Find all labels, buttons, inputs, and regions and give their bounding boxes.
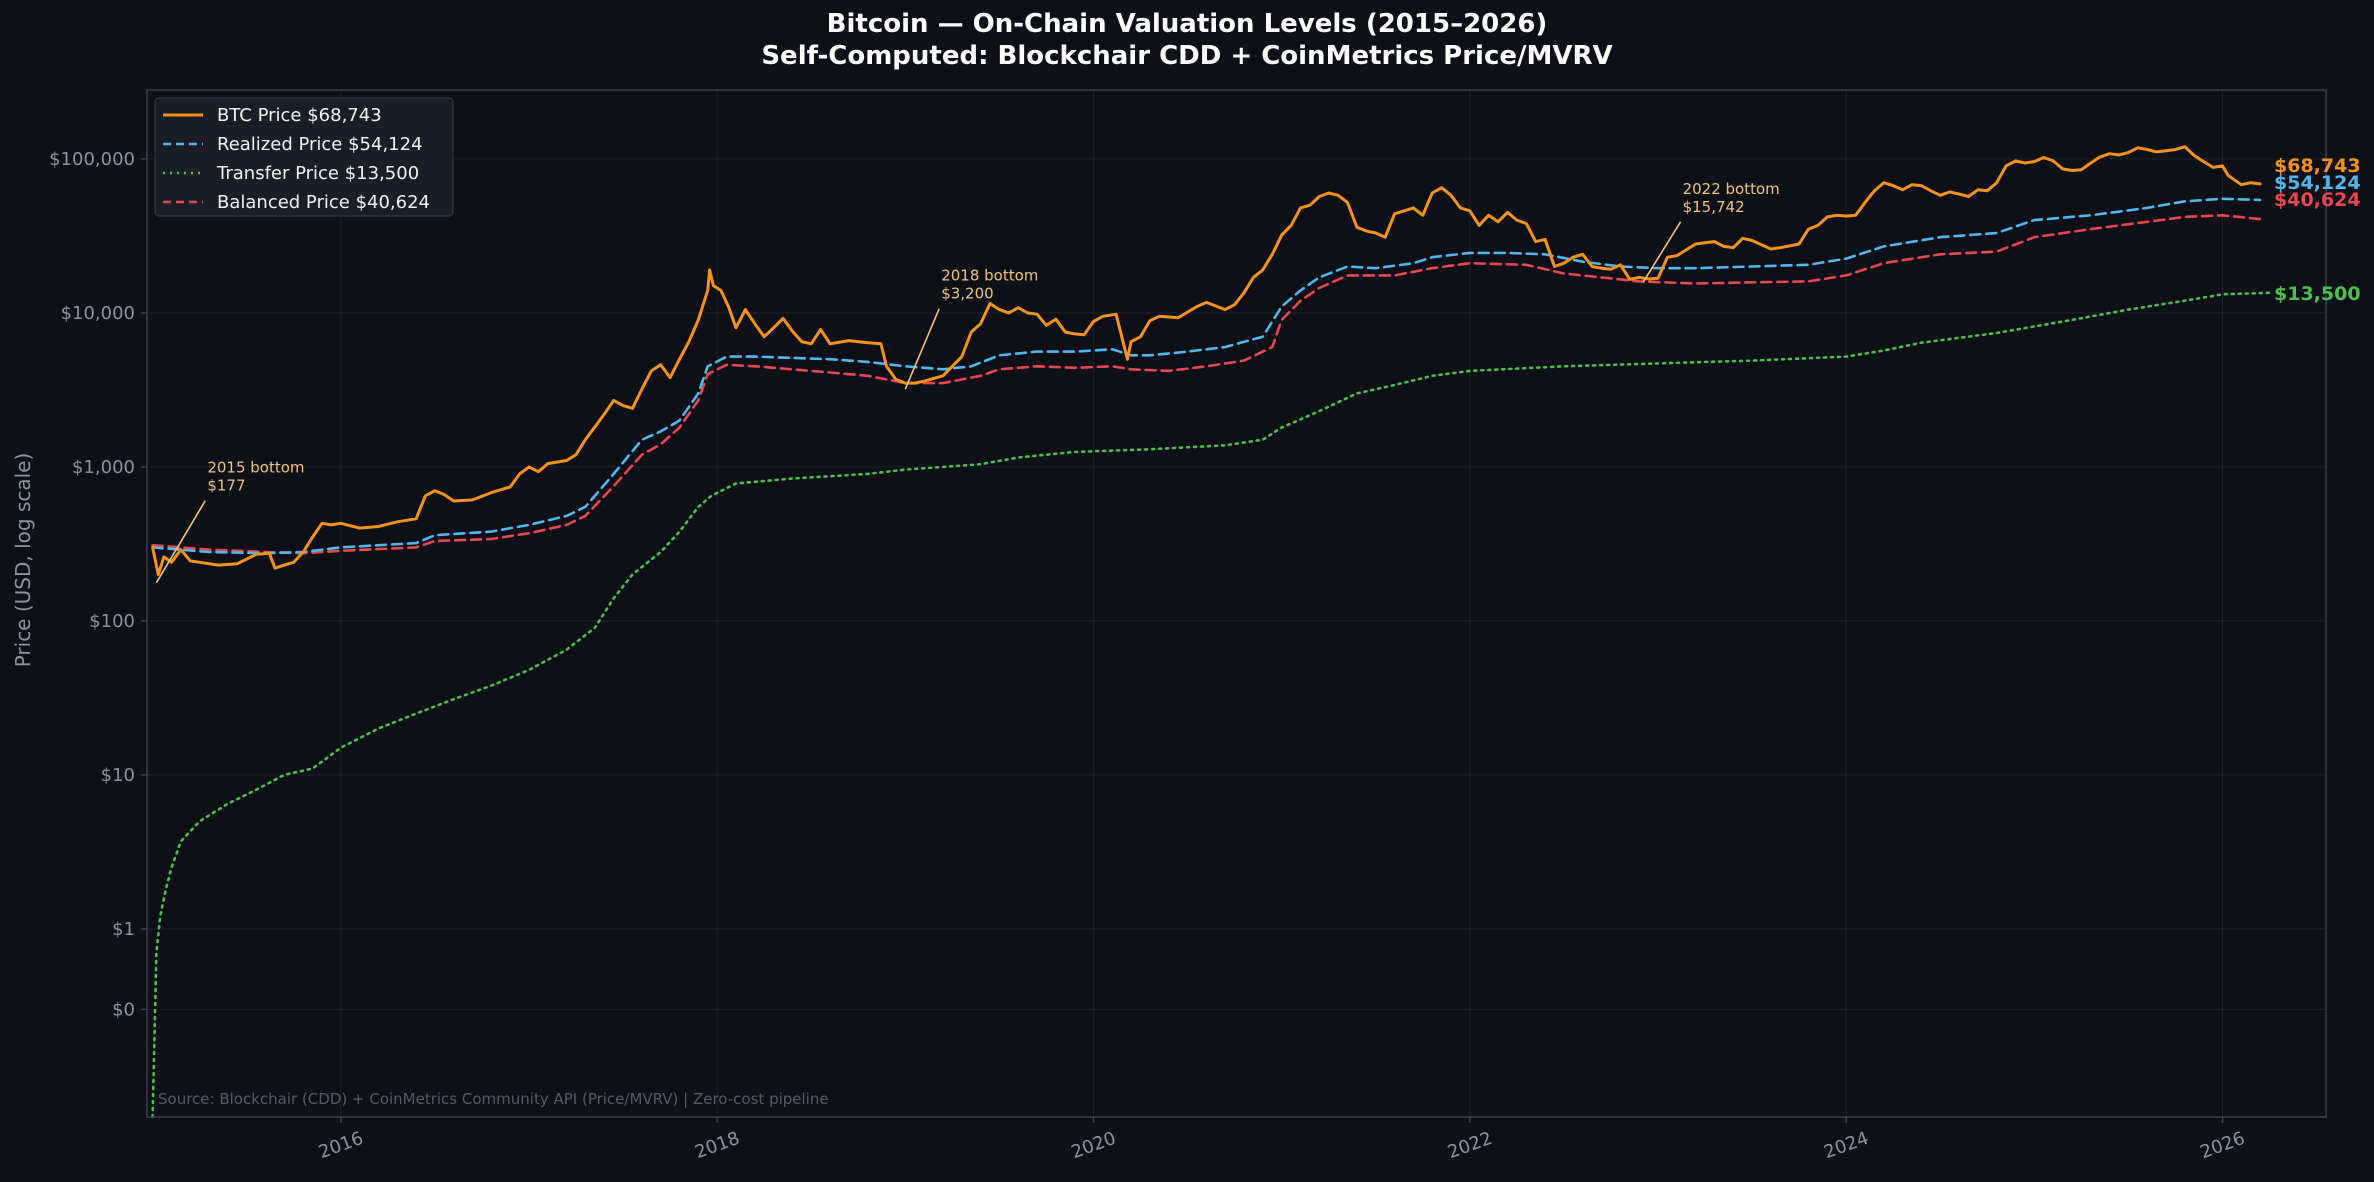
x-tick-label: 2018 (692, 1128, 742, 1163)
chart-title: Bitcoin — On-Chain Valuation Levels (201… (826, 9, 1548, 39)
annotation-arrow (904, 308, 940, 390)
end-label-realized-price: $54,124 (2274, 172, 2361, 194)
annotation-label: 2018 bottom (941, 267, 1038, 285)
chart-subtitle: Self-Computed: Blockchair CDD + CoinMetr… (761, 41, 1613, 71)
series-layer (151, 145, 2271, 1119)
legend: BTC Price $68,743 Realized Price $54,124 T… (154, 97, 454, 217)
series-line-btc-price (151, 145, 2262, 576)
legend-entry-label: Realized Price $54,124 (217, 134, 423, 155)
x-tick-label: 2024 (1821, 1128, 1871, 1163)
y-axis-label: Price (USD, log scale) (11, 453, 35, 668)
legend-entry-label: Balanced Price $40,624 (217, 192, 430, 213)
grid-layer (147, 90, 2326, 1117)
annotation-layer: 2015 bottom$177 2018 bottom$3,200 2022 bot… (155, 180, 1780, 584)
y-tick-label: $1 (112, 919, 135, 940)
y-axis-ticks: $0 $1 $10 $100 $1,000 $10,000 $100,000 (49, 149, 147, 1020)
annotation-label: $3,200 (941, 285, 994, 303)
end-label-transfer-price: $13,500 (2274, 283, 2361, 305)
x-tick-label: 2016 (316, 1128, 366, 1163)
y-tick-label: $10 (101, 765, 135, 786)
x-tick-label: 2020 (1069, 1128, 1119, 1163)
x-tick-label: 2022 (1445, 1128, 1495, 1163)
plot-frame (146, 89, 2327, 1118)
y-tick-label: $1,000 (72, 457, 135, 478)
y-tick-label: $100,000 (49, 149, 135, 170)
end-label-btc-price: $68,743 (2274, 155, 2361, 177)
x-axis-ticks: 2016 2018 2020 2022 2024 2026 (316, 1117, 2248, 1163)
x-tick-label: 2026 (2198, 1128, 2248, 1163)
annotation-arrow (155, 500, 207, 584)
y-tick-label: $10,000 (61, 303, 135, 324)
series-line-realized-price (151, 197, 2262, 555)
legend-box (154, 97, 454, 217)
end-labels: $68,743$54,124 $13,500 $40,624 (2274, 155, 2361, 305)
legend-entry-label: BTC Price $68,743 (217, 105, 382, 126)
series-line-balanced-price (151, 214, 2262, 555)
source-note: Source: Blockchair (CDD) + CoinMetrics C… (158, 1090, 829, 1108)
series-line-transfer-price (151, 291, 2271, 1119)
end-label-balanced-price: $40,624 (2274, 189, 2361, 211)
annotation-label: 2022 bottom (1683, 180, 1780, 198)
legend-entry-label: Transfer Price $13,500 (216, 163, 419, 184)
annotation-arrow (1642, 221, 1682, 283)
chart-title-block: Bitcoin — On-Chain Valuation Levels (201… (0, 8, 2374, 72)
annotation-label: 2015 bottom (207, 459, 304, 477)
y-tick-label: $0 (112, 999, 135, 1020)
annotation-label: $15,742 (1683, 198, 1745, 216)
y-tick-label: $100 (89, 611, 135, 632)
annotation-label: $177 (207, 477, 245, 495)
